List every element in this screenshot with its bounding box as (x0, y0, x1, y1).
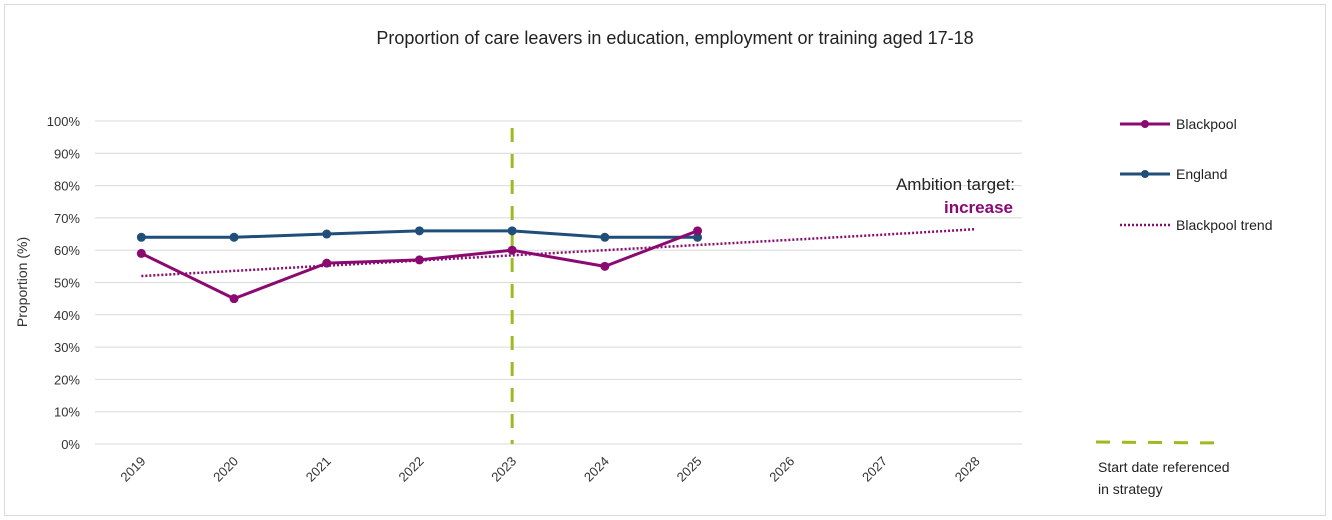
y-tick-labels: 0% 10% 20% 30% 40% 50% 60% 70% 80% 90% 100% (47, 114, 81, 452)
legend: Blackpool England Blackpool trend Start … (1095, 116, 1273, 497)
y-tick-label: 0% (61, 437, 80, 452)
data-point-blackpool (693, 226, 703, 236)
x-tick-label: 2020 (210, 454, 241, 485)
legend-label-blackpool: Blackpool (1176, 116, 1237, 132)
data-point-blackpool (600, 261, 610, 271)
data-point-england (136, 232, 146, 242)
ambition-annotation-line1: Ambition target: (896, 175, 1015, 194)
data-point-england (414, 226, 424, 236)
x-tick-label: 2027 (859, 454, 890, 485)
x-tick-label: 2019 (117, 454, 148, 485)
legend-label-england: England (1176, 166, 1227, 182)
legend-swatch-start-date (1095, 440, 1223, 445)
x-tick-label: 2026 (766, 454, 797, 485)
data-point-england (507, 226, 517, 236)
y-tick-label: 20% (54, 372, 80, 387)
data-point-england (693, 232, 703, 242)
ambition-annotation-line2: increase (944, 198, 1013, 217)
legend-marker-england (1141, 170, 1149, 178)
y-tick-label: 90% (54, 146, 80, 161)
y-axis-label: Proportion (%) (14, 237, 30, 327)
y-tick-label: 60% (54, 243, 80, 258)
x-tick-label: 2024 (581, 454, 612, 485)
y-tick-label: 10% (54, 405, 80, 420)
series-lines (136, 226, 976, 304)
data-point-blackpool (322, 258, 332, 268)
y-tick-label: 50% (54, 276, 80, 291)
x-tick-label: 2023 (488, 454, 519, 485)
chart-title: Proportion of care leavers in education,… (376, 28, 973, 48)
y-tick-label: 100% (47, 114, 81, 129)
x-tick-label: 2022 (396, 454, 427, 485)
data-point-england (229, 232, 239, 242)
legend-note-line2: in strategy (1098, 481, 1163, 497)
x-tick-labels: 2019 2020 2021 2022 2023 2024 2025 2026 2027 2028 (117, 454, 982, 485)
legend-marker-blackpool (1141, 120, 1149, 128)
legend-note-line1: Start date referenced (1098, 459, 1230, 475)
x-tick-label: 2021 (303, 454, 334, 485)
data-point-england (600, 232, 610, 242)
legend-item-england: England (1120, 166, 1227, 182)
series-line-blackpool (140, 229, 699, 301)
y-tick-label: 70% (54, 211, 80, 226)
legend-item-blackpool-trend: Blackpool trend (1120, 217, 1273, 233)
data-point-blackpool (507, 245, 517, 255)
legend-label-blackpool-trend: Blackpool trend (1176, 217, 1273, 233)
data-point-blackpool (414, 255, 424, 265)
legend-item-start-date: Start date referenced in strategy (1095, 440, 1230, 497)
y-tick-label: 30% (54, 340, 80, 355)
gridlines (95, 120, 1022, 445)
x-tick-label: 2025 (674, 454, 705, 485)
data-point-blackpool (136, 248, 146, 258)
y-tick-label: 80% (54, 179, 80, 194)
y-tick-label: 40% (54, 308, 80, 323)
series-line-blackpool-trend (141, 227, 976, 278)
chart-frame (4, 4, 1326, 516)
legend-item-blackpool: Blackpool (1120, 116, 1237, 132)
data-point-england (322, 229, 332, 239)
data-point-blackpool (229, 294, 239, 304)
x-tick-label: 2028 (952, 454, 983, 485)
